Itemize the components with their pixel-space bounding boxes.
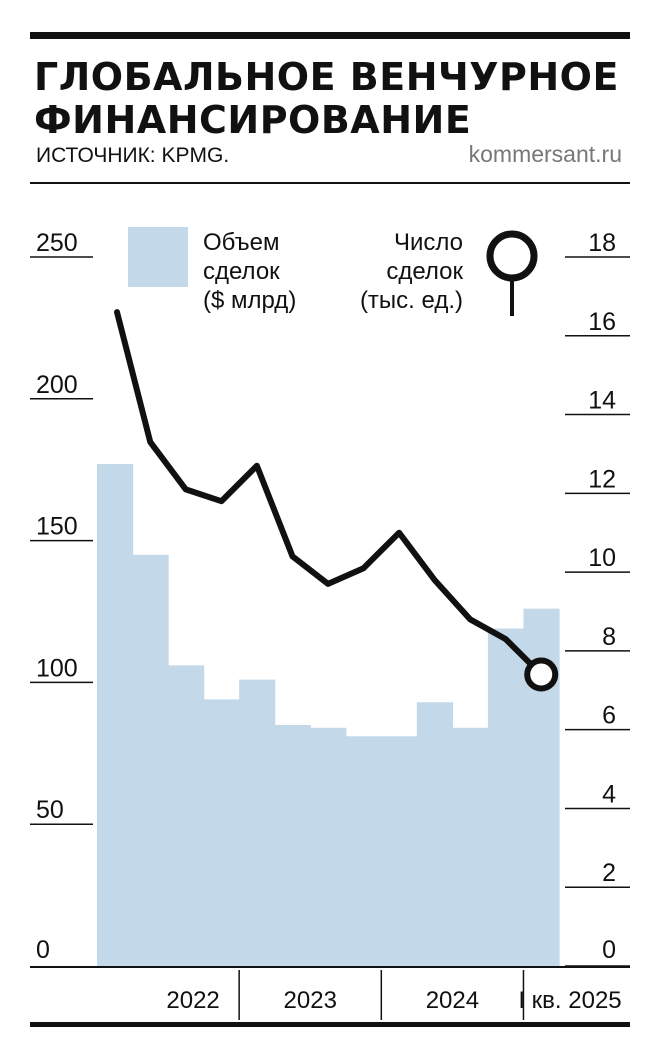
right-tick-label-0: 0 (602, 936, 616, 964)
right-tick-label-16: 16 (588, 308, 616, 336)
x-group-label-4: I кв. 2025 (518, 987, 621, 1014)
right-tick-label-4: 4 (602, 780, 616, 808)
legend-bars-line1: Объем (203, 229, 279, 256)
right-tick-label-14: 14 (588, 387, 616, 415)
chart-title-line2: ФИНАНСИРОВАНИЕ (34, 98, 472, 142)
bar-II-кв-2022 (132, 554, 169, 966)
bar-III-кв-2022 (168, 665, 205, 966)
left-tick-label-200: 200 (36, 371, 78, 399)
right-tick-label-8: 8 (602, 623, 616, 651)
legend-line-marker (486, 230, 538, 282)
line-end-marker (524, 657, 559, 692)
right-tick-label-2: 2 (602, 859, 616, 887)
source-label: ИСТОЧНИК: KPMG. (36, 144, 230, 167)
legend: Объем сделок ($ млрд) Число сделок (тыс.… (128, 227, 538, 316)
legend-bars-line3: ($ млрд) (203, 287, 296, 314)
right-axis: 0 2 4 6 8 10 12 14 16 18 (565, 229, 630, 967)
bar-III-кв-2023 (310, 727, 347, 966)
legend-line-line3: (тыс. ед.) (360, 287, 463, 314)
legend-bars-swatch (128, 227, 188, 287)
left-tick-label-150: 150 (36, 513, 78, 541)
chart-title-line1: ГЛОБАЛЬНОЕ ВЕНЧУРНОЕ (34, 55, 619, 99)
right-tick-label-10: 10 (588, 544, 616, 572)
x-group-label-3: 2024 (426, 987, 479, 1014)
top-rule (30, 32, 630, 39)
site-label: kommersant.ru (468, 141, 622, 167)
header-rule (30, 182, 630, 184)
bar-IV-кв-2022 (203, 699, 240, 966)
bar-I-кв-2024 (381, 736, 418, 966)
deals-count-line (114, 309, 545, 678)
bars-layer (97, 464, 560, 966)
bar-III-кв-2024 (452, 727, 489, 966)
legend-line-line2: сделок (386, 258, 463, 285)
legend-bars-line2: сделок (203, 258, 280, 285)
chart-title: ГЛОБАЛЬНОЕ ВЕНЧУРНОЕ ФИНАНСИРОВАНИЕ (34, 56, 634, 142)
left-tick-label-50: 50 (36, 796, 64, 824)
bottom-rule (30, 1022, 630, 1027)
right-tick-label-6: 6 (602, 702, 616, 730)
bar-I-кв-2023 (239, 679, 276, 966)
x-axis: 2022 2023 2024 I кв. 2025 (30, 966, 630, 1020)
left-tick-label-100: 100 (36, 654, 78, 682)
left-tick-label-250: 250 (36, 229, 78, 257)
line-layer (114, 309, 559, 692)
x-group-label-1: 2022 (166, 987, 219, 1014)
bar-IV-кв-2024 (487, 628, 525, 966)
bar-I-кв-2022 (97, 464, 134, 966)
right-tick-label-12: 12 (588, 465, 616, 493)
left-axis: 0 50 100 150 200 250 (30, 229, 93, 964)
legend-line-line1: Число (394, 229, 463, 256)
bar-II-кв-2023 (274, 724, 311, 966)
bar-IV-кв-2023 (345, 736, 382, 966)
x-group-label-2: 2023 (284, 987, 337, 1014)
right-tick-label-18: 18 (588, 229, 616, 257)
left-tick-label-0: 0 (36, 936, 50, 964)
bar-II-кв-2024 (416, 702, 453, 966)
